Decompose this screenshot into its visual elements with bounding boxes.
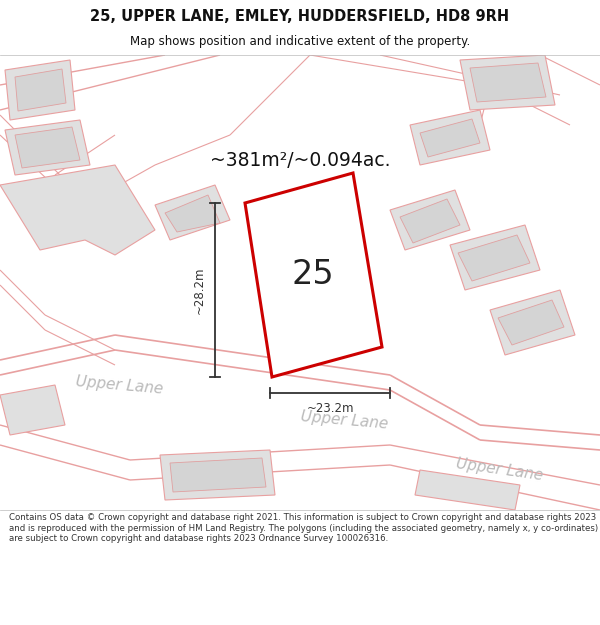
Text: Upper Lane: Upper Lane bbox=[75, 374, 164, 396]
Text: ~381m²/~0.094ac.: ~381m²/~0.094ac. bbox=[210, 151, 390, 169]
Text: 25, UPPER LANE, EMLEY, HUDDERSFIELD, HD8 9RH: 25, UPPER LANE, EMLEY, HUDDERSFIELD, HD8… bbox=[91, 9, 509, 24]
Polygon shape bbox=[490, 290, 575, 355]
Polygon shape bbox=[170, 458, 266, 492]
Polygon shape bbox=[160, 450, 275, 500]
Polygon shape bbox=[165, 195, 220, 232]
Polygon shape bbox=[498, 300, 564, 345]
Polygon shape bbox=[5, 120, 90, 175]
Polygon shape bbox=[410, 110, 490, 165]
Text: Upper Lane: Upper Lane bbox=[300, 409, 389, 431]
Text: Contains OS data © Crown copyright and database right 2021. This information is : Contains OS data © Crown copyright and d… bbox=[9, 514, 598, 543]
Text: ~23.2m: ~23.2m bbox=[306, 402, 354, 416]
Polygon shape bbox=[450, 225, 540, 290]
Polygon shape bbox=[245, 173, 382, 377]
Text: ~28.2m: ~28.2m bbox=[193, 266, 205, 314]
Polygon shape bbox=[268, 213, 358, 343]
Polygon shape bbox=[0, 385, 65, 435]
Polygon shape bbox=[420, 119, 480, 157]
Polygon shape bbox=[415, 470, 520, 510]
Polygon shape bbox=[0, 165, 155, 255]
Polygon shape bbox=[460, 55, 555, 110]
Text: Map shows position and indicative extent of the property.: Map shows position and indicative extent… bbox=[130, 35, 470, 48]
Polygon shape bbox=[15, 69, 66, 111]
Polygon shape bbox=[400, 199, 460, 243]
Text: Upper Lane: Upper Lane bbox=[455, 456, 544, 484]
Polygon shape bbox=[15, 127, 80, 168]
Polygon shape bbox=[470, 63, 546, 102]
Polygon shape bbox=[458, 235, 530, 281]
Text: 25: 25 bbox=[292, 259, 334, 291]
Polygon shape bbox=[390, 190, 470, 250]
Polygon shape bbox=[155, 185, 230, 240]
Polygon shape bbox=[5, 60, 75, 120]
